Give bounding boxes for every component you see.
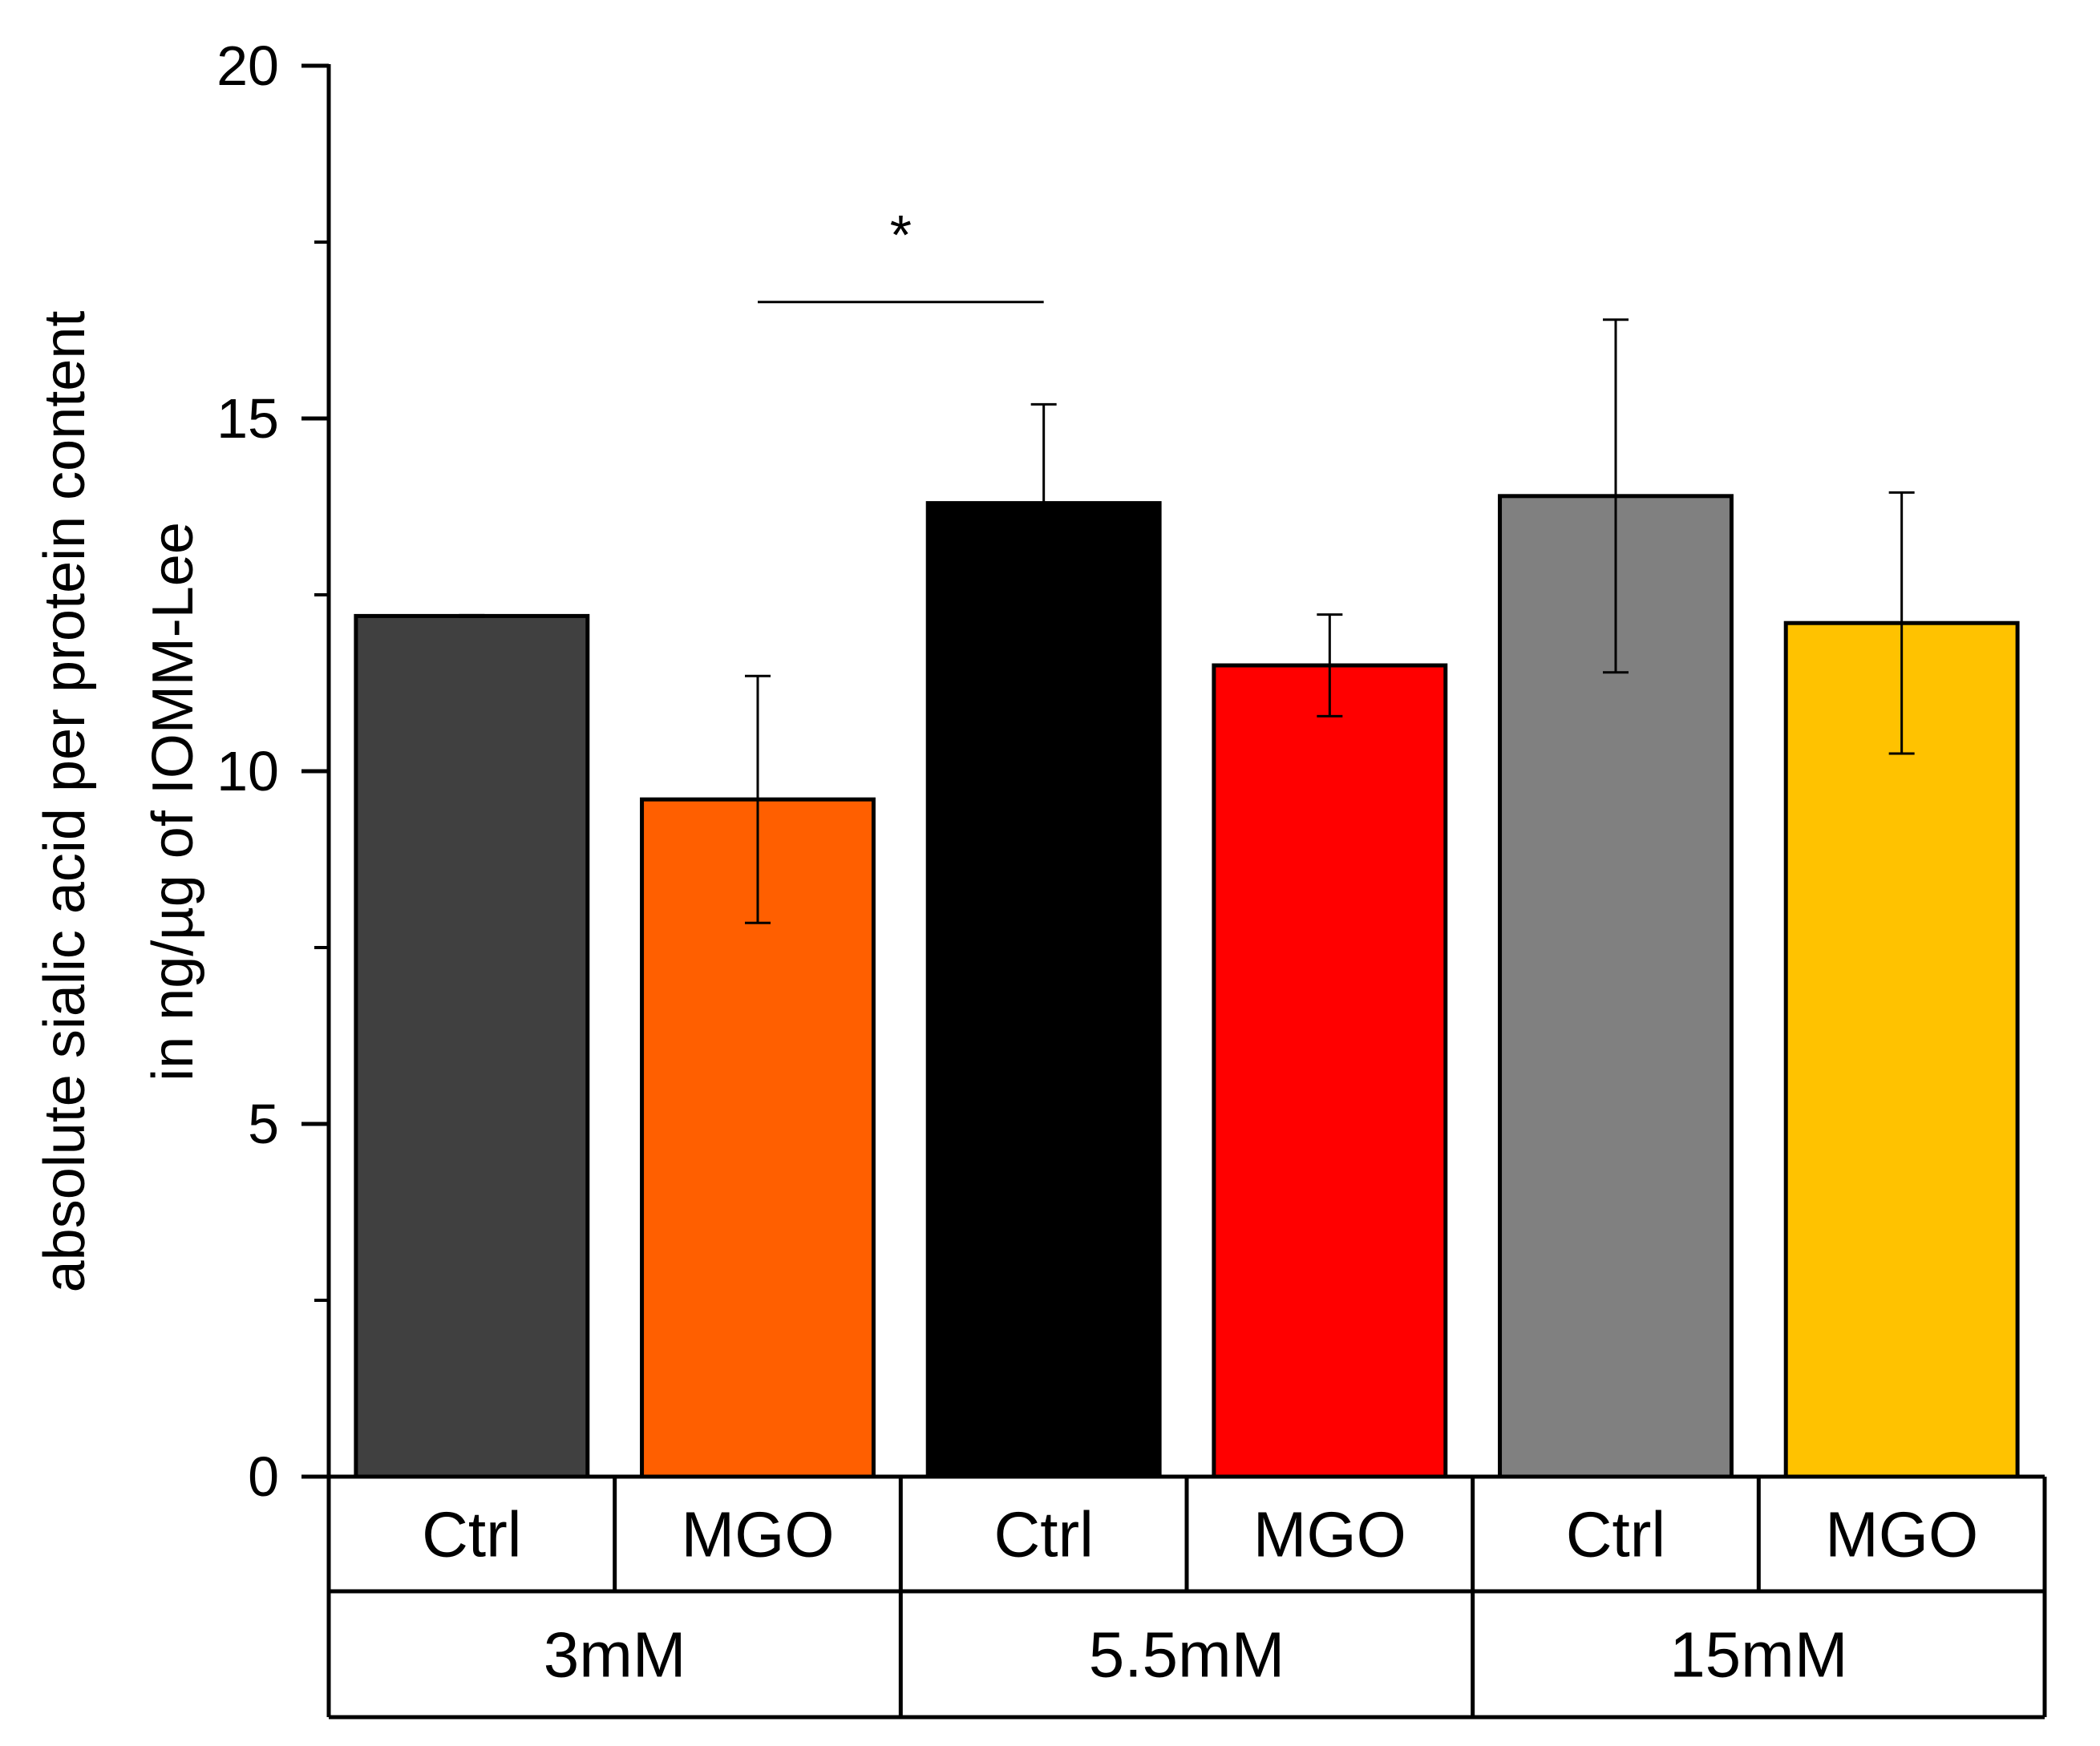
- y-axis-label-line-2: in ng/µg of IOMM-Lee: [141, 522, 205, 1081]
- category-table: Ctrl MGO Ctrl MGO Ctrl MGO 3mM 5.5mM 15mM: [301, 1474, 2047, 1720]
- y-tick-label: 15: [216, 387, 279, 450]
- bar: [925, 501, 1162, 1479]
- category-label: MGO: [681, 1499, 834, 1570]
- category-label: Ctrl: [1566, 1499, 1665, 1570]
- y-tick-label: 5: [248, 1093, 279, 1155]
- bar: [354, 613, 590, 1479]
- category-label: Ctrl: [422, 1499, 521, 1570]
- y-axis: 0 5 10 15 20: [216, 34, 331, 1508]
- category-label: Ctrl: [993, 1499, 1093, 1570]
- y-axis-label-line-1: absolute sialic acid per protein content: [33, 311, 97, 1293]
- y-tick-label: 0: [248, 1445, 279, 1508]
- significance-annotation: *: [758, 204, 1044, 304]
- y-tick-label: 10: [216, 740, 279, 802]
- bar: [1783, 620, 2020, 1479]
- group-label: 15mM: [1669, 1619, 1847, 1691]
- significance-star: *: [890, 204, 912, 266]
- bar: [1212, 663, 1448, 1479]
- group-label: 3mM: [544, 1619, 686, 1691]
- y-tick-label: 20: [216, 34, 279, 97]
- group-label: 5.5mM: [1089, 1619, 1285, 1691]
- category-label: MGO: [1825, 1499, 1978, 1570]
- category-label: MGO: [1253, 1499, 1406, 1570]
- bars: [354, 318, 2020, 1479]
